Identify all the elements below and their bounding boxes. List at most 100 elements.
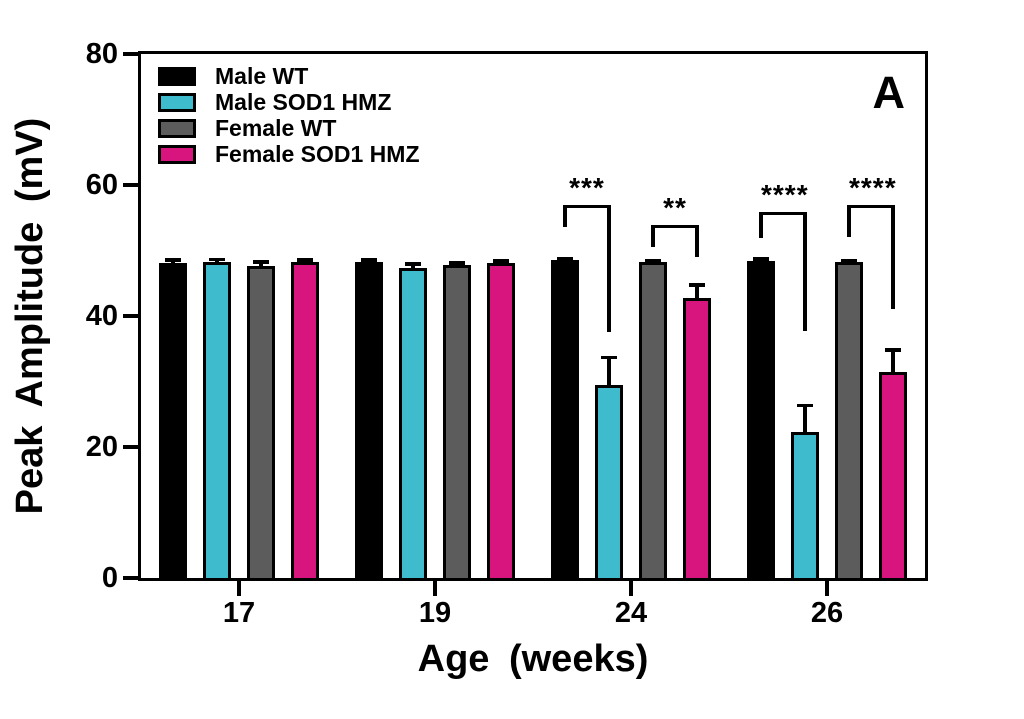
bar-male-wt-week-26: [747, 260, 775, 578]
legend-swatch: [158, 145, 196, 164]
bar-male-wt-week-19: [355, 261, 383, 578]
significance-bracket: [563, 204, 611, 332]
bracket-left-leg: [563, 207, 567, 228]
y-tick-label: 0: [101, 562, 118, 594]
error-bar: [405, 262, 421, 268]
error-bar-cap: [753, 257, 769, 261]
bar-female-wt-week-17: [247, 266, 275, 578]
bar-female-sod1-hmz-week-24: [683, 297, 711, 578]
y-tick-label: 60: [85, 169, 118, 201]
error-bar-stem: [803, 403, 807, 432]
error-bar-cap: [165, 258, 181, 262]
significance-bracket: [847, 204, 895, 309]
x-tick-label: 19: [418, 597, 452, 629]
y-tick-label: 40: [85, 300, 118, 332]
error-bar: [753, 257, 769, 261]
bracket-left-leg: [759, 214, 763, 238]
error-bar: [253, 260, 269, 267]
error-bar-cap: [449, 261, 465, 265]
bracket-left-leg: [847, 207, 851, 237]
bar-male-sod1-hmz-week-26: [791, 431, 819, 578]
y-tick: [123, 576, 138, 580]
legend-swatch: [158, 119, 196, 138]
error-bar-cap: [689, 283, 705, 287]
error-bar: [297, 258, 313, 263]
bars-layer: [141, 54, 925, 578]
x-tick: [825, 581, 829, 596]
error-bar: [449, 261, 465, 265]
significance-bracket: [759, 211, 807, 332]
legend-swatch: [158, 93, 196, 112]
bar-male-sod1-hmz-week-19: [399, 267, 427, 578]
legend-label: Male SOD1 HMZ: [215, 89, 392, 115]
y-tick: [123, 314, 138, 318]
error-bar: [361, 258, 377, 262]
x-tick: [237, 581, 241, 596]
y-tick: [123, 445, 138, 449]
error-bar: [557, 256, 573, 261]
significance-stars: ****: [849, 171, 897, 203]
error-bar: [493, 259, 509, 263]
error-bar: [841, 258, 857, 263]
significance-stars: **: [663, 191, 687, 223]
error-bar-cap: [209, 257, 225, 262]
bar-male-sod1-hmz-week-24: [595, 384, 623, 578]
error-bar-stem: [891, 348, 895, 372]
legend-label: Male WT: [215, 63, 309, 89]
error-bar: [601, 355, 617, 385]
bar-female-wt-week-26: [835, 262, 863, 578]
error-bar-stem: [607, 355, 611, 385]
legend-item-male-wt: Male WT: [158, 63, 420, 89]
error-bar: [209, 257, 225, 262]
legend: Male WT Male SOD1 HMZ Female WT Female SOD1…: [158, 63, 420, 171]
bar-female-sod1-hmz-week-26: [879, 371, 907, 578]
bar-female-sod1-hmz-week-19: [487, 262, 515, 578]
legend-item-female-wt: Female WT: [158, 115, 420, 141]
bar-female-sod1-hmz-week-17: [291, 262, 319, 578]
bar-female-wt-week-19: [443, 264, 471, 578]
y-tick-label: 20: [85, 431, 118, 463]
error-bar-cap: [297, 258, 313, 262]
x-tick-label: 24: [614, 597, 648, 629]
significance-stars: ****: [761, 178, 809, 210]
error-bar-cap: [601, 355, 617, 360]
error-bar-cap: [557, 256, 573, 261]
error-bar-cap: [253, 260, 269, 264]
error-bar: [797, 403, 813, 432]
legend-swatch: [158, 67, 196, 86]
error-bar-cap: [361, 258, 377, 262]
error-bar: [689, 283, 705, 298]
error-bar: [645, 258, 661, 263]
legend-label: Female WT: [215, 115, 337, 141]
error-bar-stem: [695, 283, 699, 298]
error-bar-cap: [797, 403, 813, 408]
error-bar-cap: [493, 259, 509, 263]
error-bar-cap: [405, 262, 421, 266]
significance-stars: ***: [569, 171, 605, 203]
error-bar: [165, 258, 181, 263]
bracket-right-leg: [891, 207, 895, 309]
x-tick-label: 17: [222, 597, 256, 629]
plot-area: *** ** **** **** Male WT Male SOD1 HMZ Female…: [138, 51, 928, 581]
error-bar-cap: [841, 258, 857, 263]
significance-brackets-layer: *** ** **** ****: [141, 54, 925, 578]
x-tick: [433, 581, 437, 596]
bar-male-wt-week-17: [159, 262, 187, 578]
error-bar: [885, 348, 901, 372]
significance-bracket: [651, 224, 699, 258]
bracket-right-leg: [803, 214, 807, 332]
y-tick-label: 80: [85, 38, 118, 70]
error-bar-cap: [645, 258, 661, 263]
legend-item-female-sod1-hmz: Female SOD1 HMZ: [158, 141, 420, 167]
x-axis-title: Age (weeks): [417, 638, 649, 680]
bar-male-wt-week-24: [551, 260, 579, 578]
x-tick: [629, 581, 633, 596]
bracket-right-leg: [695, 227, 699, 258]
y-tick: [123, 183, 138, 187]
bar-female-wt-week-24: [639, 262, 667, 578]
bracket-right-leg: [607, 207, 611, 332]
legend-label: Female SOD1 HMZ: [215, 141, 420, 167]
x-tick-label: 26: [810, 597, 844, 629]
bracket-left-leg: [651, 227, 655, 247]
